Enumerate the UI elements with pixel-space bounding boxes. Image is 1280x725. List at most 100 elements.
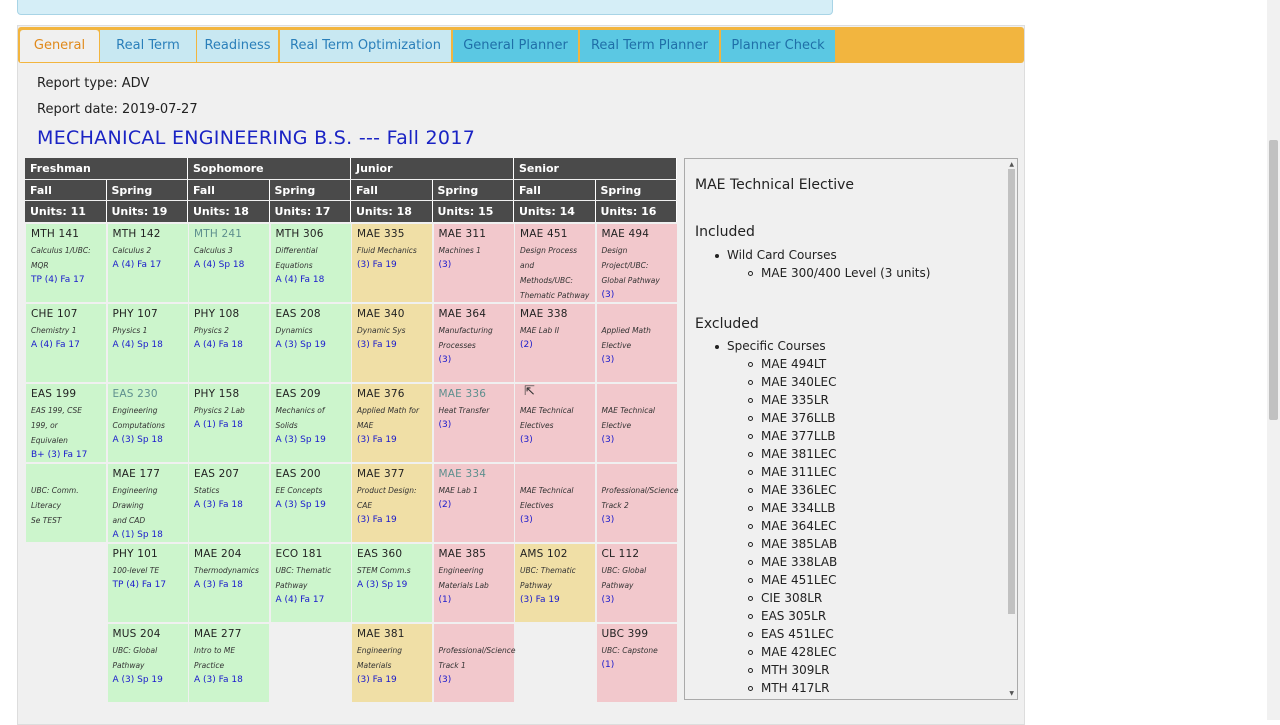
course-description: Chemistry 1 [31, 326, 77, 335]
course-cell[interactable]: MTH 241 Calculus 3 A (4) Sp 18 [189, 224, 269, 302]
course-cell[interactable]: MAE 376 Applied Math for MAE (3) Fa 19 [352, 384, 432, 462]
course-description: Physics 1 [112, 326, 148, 335]
course-cell[interactable]: MAE 335 Fluid Mechanics (3) Fa 19 [352, 224, 432, 302]
course-cell[interactable]: MUS 204 UBC: Global Pathway A (3) Sp 19 [107, 624, 188, 702]
course-grade: A (3) Fa 18 [194, 580, 243, 590]
course-description: Manufacturing [438, 326, 493, 335]
course-description: Applied Math for [357, 406, 420, 415]
course-cell[interactable]: ECO 181 UBC: Thematic Pathway A (4) Fa 17 [270, 544, 351, 622]
tab-real-term-planner[interactable]: Real Term Planner [580, 30, 719, 62]
course-code [31, 468, 101, 480]
course-description: Computations [112, 421, 165, 430]
excluded-group-label: Specific Courses [727, 339, 826, 353]
bullet-icon [715, 253, 719, 258]
included-item: MAE 300/400 Level (3 units) [748, 266, 930, 280]
course-cell[interactable]: UBC: Comm. Literacy Se TEST [26, 464, 106, 542]
excluded-course-label: EAS 305LR [761, 609, 827, 623]
course-description: Fluid Mechanics [357, 246, 417, 255]
course-cell[interactable]: MAE 336 Heat Transfer (3) [433, 384, 514, 462]
course-cell[interactable]: Professional/Science Track 1 (3) [433, 624, 515, 702]
excluded-course-label: MAE 334LLB [761, 501, 836, 515]
course-code: MUS 204 [112, 628, 161, 640]
course-cell[interactable]: MAE 385 Engineering Materials Lab (1) [433, 544, 514, 622]
scroll-up-icon[interactable]: ▲ [1009, 161, 1014, 168]
course-cell[interactable]: MAE 277 Intro to ME Practice A (3) Fa 18 [189, 624, 269, 702]
course-description: Physics 2 [194, 326, 229, 335]
circle-bullet-icon [748, 506, 753, 511]
circle-bullet-icon [748, 578, 753, 583]
course-description: MAE Lab 1 [438, 486, 478, 495]
course-cell[interactable]: MTH 142 Calculus 2 A (4) Fa 17 [107, 224, 188, 302]
course-description: Calculus 1/UBC: MQR [31, 246, 91, 270]
course-grade: (3) [601, 435, 615, 445]
course-description: Design Project/UBC: [601, 246, 649, 270]
course-cell[interactable]: EAS 200 EE Concepts A (3) Sp 19 [270, 464, 351, 542]
term-header: Fall [351, 180, 433, 200]
excluded-course-item: MAE 340LEC [748, 375, 837, 389]
excluded-course-item: MAE 338LAB [748, 555, 837, 569]
course-cell[interactable]: PHY 158 Physics 2 Lab A (1) Fa 18 [189, 384, 269, 462]
circle-bullet-icon [748, 524, 753, 529]
course-cell[interactable]: MAE 364 Manufacturing Processes (3) [433, 304, 514, 382]
course-cell[interactable]: MAE Technical Electives (3) [515, 384, 595, 462]
course-cell[interactable]: PHY 101 100-level TE TP (4) Fa 17 [107, 544, 188, 622]
course-grade: (3) Fa 19 [357, 675, 397, 685]
panel-scrollbar-thumb[interactable] [1008, 169, 1015, 614]
course-grade: (2) [520, 340, 533, 350]
mouse-cursor-icon: ⇱ [524, 384, 535, 399]
page-scrollbar-thumb[interactable] [1269, 140, 1278, 420]
tab-real-term-optimization[interactable]: Real Term Optimization [280, 30, 451, 62]
course-cell[interactable]: MAE Technical Elective (3) [596, 384, 677, 462]
course-cell[interactable]: EAS 360 STEM Comm.s A (3) Sp 19 [352, 544, 432, 622]
course-description: Elective [601, 341, 632, 350]
course-cell[interactable]: Applied Math Elective (3) [596, 304, 677, 382]
excluded-course-item: EAS 451LEC [748, 627, 834, 641]
excluded-heading: Excluded [695, 316, 759, 332]
course-description: Design Process and [520, 246, 578, 270]
course-cell[interactable]: MAE 311 Machines 1 (3) [433, 224, 514, 302]
course-cell[interactable]: MAE 340 Dynamic Sys (3) Fa 19 [352, 304, 432, 382]
course-cell[interactable]: EAS 199 EAS 199, CSE 199, or Equivalen B+ (… [26, 384, 106, 462]
course-description: MAE Technical [601, 406, 656, 415]
course-description: Pathway [275, 581, 308, 590]
units-header: Units: 18 [188, 201, 270, 222]
course-cell[interactable]: PHY 107 Physics 1 A (4) Sp 18 [107, 304, 188, 382]
course-cell[interactable]: MAE 334 MAE Lab 1 (2) [433, 464, 514, 542]
course-code: EAS 207 [194, 468, 240, 480]
tab-general-planner[interactable]: General Planner [453, 30, 578, 62]
course-cell[interactable]: MAE 451 Design Process and Methods/UBC: The… [515, 224, 595, 315]
course-cell[interactable]: MTH 306 Differential Equations A (4) Fa 18 [270, 224, 351, 302]
course-cell[interactable]: MAE 338 MAE Lab II (2) [515, 304, 595, 382]
course-cell[interactable]: MAE 494 Design Project/UBC: Global Pathway… [596, 224, 677, 302]
course-cell[interactable]: MTH 141 Calculus 1/UBC: MQR TP (4) Fa 17 [26, 224, 106, 302]
course-cell[interactable]: MAE 377 Product Design: CAE (3) Fa 19 [352, 464, 432, 542]
course-cell[interactable]: EAS 230 Engineering Computations A (3) Sp 1… [107, 384, 188, 462]
course-cell[interactable]: EAS 207 Statics A (3) Fa 18 [189, 464, 269, 542]
tab-readiness[interactable]: Readiness [197, 30, 278, 62]
course-description: Materials Lab [438, 581, 489, 590]
course-cell[interactable]: MAE 381 Engineering Materials (3) Fa 19 [352, 624, 432, 702]
course-cell[interactable]: MAE Technical Electives (3) [515, 464, 595, 542]
course-cell[interactable]: EAS 209 Mechanics of Solids A (3) Sp 19 [270, 384, 351, 462]
course-description: MAE [357, 421, 374, 430]
circle-bullet-icon [748, 452, 753, 457]
term-header: Fall [188, 180, 270, 200]
course-cell[interactable]: MAE 204 Thermodynamics A (3) Fa 18 [189, 544, 269, 622]
course-cell[interactable]: Professional/Science Track 2 (3) [596, 464, 678, 542]
course-grade: A (1) Sp 18 [112, 530, 163, 540]
course-cell[interactable]: CL 112 UBC: Global Pathway (3) [596, 544, 677, 622]
course-cell[interactable]: MAE 177 Engineering Drawing and CAD A (1) S… [107, 464, 188, 542]
course-cell[interactable]: UBC 399 UBC: Capstone (1) [596, 624, 677, 702]
course-code: EAS 360 [357, 548, 403, 560]
course-cell[interactable]: EAS 208 Dynamics A (3) Sp 19 [270, 304, 351, 382]
course-cell[interactable]: CHE 107 Chemistry 1 A (4) Fa 17 [26, 304, 106, 382]
tab-general[interactable]: General [20, 30, 99, 62]
course-grade: (3) Fa 19 [357, 515, 397, 525]
course-cell[interactable]: PHY 108 Physics 2 A (4) Fa 18 [189, 304, 269, 382]
excluded-course-item: EAS 305LR [748, 609, 826, 623]
tab-real-term[interactable]: Real Term [100, 30, 196, 62]
course-cell[interactable]: AMS 102 UBC: Thematic Pathway (3) Fa 19 [515, 544, 595, 622]
tab-planner-check[interactable]: Planner Check [721, 30, 835, 62]
scroll-down-icon[interactable]: ▼ [1009, 690, 1014, 697]
course-code: MTH 142 [112, 228, 161, 240]
